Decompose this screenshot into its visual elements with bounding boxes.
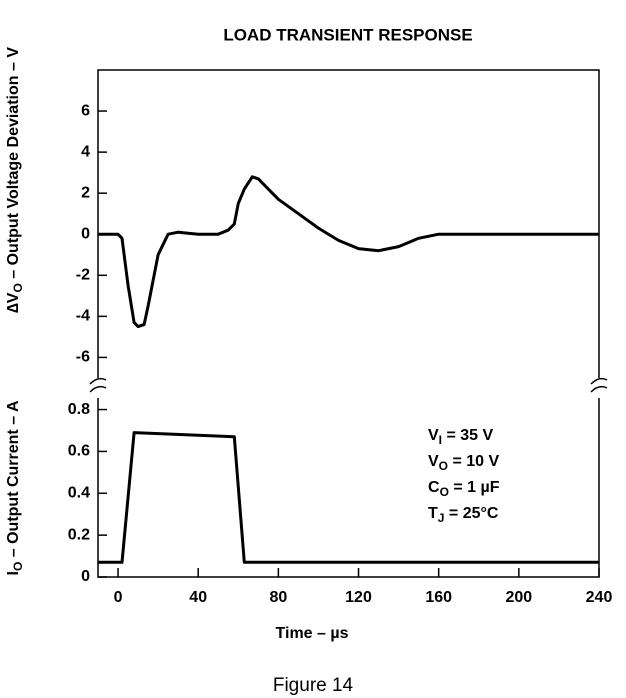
annotation-part: V: [428, 427, 439, 444]
x-tick-label: 160: [425, 589, 452, 606]
axis-break: [89, 377, 107, 393]
axis-break: [590, 377, 608, 393]
annotation-subscript: O: [440, 485, 449, 499]
chart-title: LOAD TRANSIENT RESPONSE: [223, 25, 472, 44]
x-tick-label: 200: [505, 589, 532, 606]
x-tick-label: 120: [345, 589, 372, 606]
y-tick-label: 0.4: [68, 484, 90, 501]
y-axis-label-part: I: [5, 571, 22, 575]
x-tick-label: 0: [114, 589, 123, 606]
y-axis-label-part: – Output Current – A: [5, 400, 22, 562]
annotation-part: = 10 V: [448, 453, 499, 470]
y-axis-label: IO – Output Current – A: [5, 400, 25, 575]
data-line: [98, 431, 599, 564]
annotation-part: = 1 µF: [449, 479, 500, 496]
x-tick-label: 240: [586, 589, 613, 606]
annotation: VI = 35 V: [428, 427, 493, 447]
y-axis-label-part: – Output Voltage Deviation – V: [5, 47, 22, 284]
y-tick-label: 0.8: [68, 401, 90, 418]
bottom-frame: [97, 398, 600, 578]
x-tick-label: 40: [189, 589, 207, 606]
annotation: VO = 10 V: [428, 453, 499, 473]
annotation-part: V: [428, 453, 439, 470]
y-axis-label-subscript: O: [11, 283, 25, 292]
annotation-part: T: [428, 505, 438, 522]
annotation-subscript: J: [438, 511, 445, 525]
y-axis-label-part: ∆V: [5, 292, 22, 313]
x-tick-label: 80: [269, 589, 287, 606]
y-axis-label: ∆VO – Output Voltage Deviation – V: [5, 47, 25, 313]
annotation-part: = 35 V: [442, 427, 493, 444]
annotation-subscript: I: [439, 433, 442, 447]
annotation-subscript: O: [439, 459, 448, 473]
y-axis-label-subscript: O: [11, 562, 25, 571]
figure-caption: Figure 14: [273, 675, 354, 696]
x-axis-label: Time – µs: [276, 625, 349, 642]
y-tick-label: 6: [81, 102, 90, 119]
y-tick-label: 2: [81, 184, 90, 201]
y-tick-label: 4: [81, 143, 90, 160]
data-line: [98, 175, 599, 329]
y-tick-label: 0: [81, 225, 90, 242]
annotation-part: C: [428, 479, 440, 496]
y-tick-label: 0: [81, 568, 90, 585]
y-tick-label: -2: [76, 267, 90, 284]
annotation: CO = 1 µF: [428, 479, 500, 499]
y-tick-label: 0.2: [68, 526, 90, 543]
y-tick-label: -6: [76, 349, 90, 366]
annotation: TJ = 25°C: [428, 505, 499, 525]
top-frame: [97, 69, 600, 378]
annotation-part: = 25°C: [444, 505, 498, 522]
y-tick-label: 0.6: [68, 443, 90, 460]
y-tick-label: -4: [76, 308, 90, 325]
